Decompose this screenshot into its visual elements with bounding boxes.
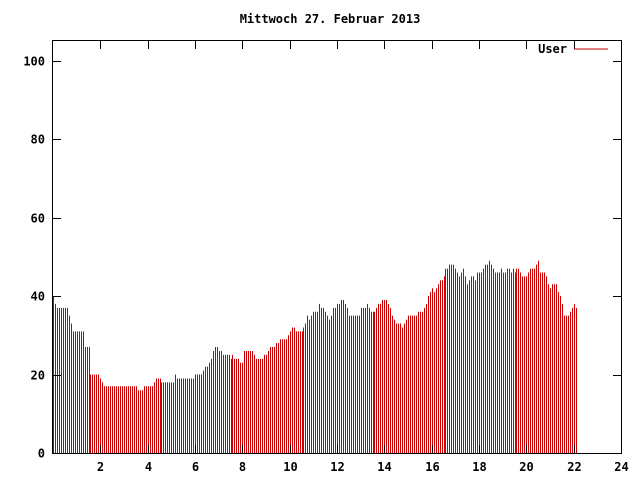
x-tick-label: 20 (519, 460, 533, 474)
x-tick-label: 10 (283, 460, 297, 474)
x-tick-label: 4 (145, 460, 152, 474)
legend-label: User (538, 42, 567, 56)
x-tick-label: 22 (567, 460, 581, 474)
y-tick-label: 60 (31, 212, 45, 226)
plot-frame (52, 40, 622, 454)
y-tick-label: 80 (31, 133, 45, 147)
x-tick-label: 14 (377, 460, 391, 474)
legend: User (538, 42, 608, 56)
y-tick-label: 100 (23, 55, 45, 69)
y-tick-label: 40 (31, 290, 45, 304)
y-axis: 0 20 40 60 80 100 (23, 55, 621, 461)
x-tick-label: 18 (472, 460, 486, 474)
bars-layer (53, 260, 577, 453)
x-axis: 2 4 6 8 10 12 14 16 18 20 22 24 (97, 41, 629, 474)
x-tick-label: 2 (97, 460, 104, 474)
x-tick-label: 8 (239, 460, 246, 474)
chart-title: Mittwoch 27. Februar 2013 (240, 12, 421, 26)
x-tick-label: 6 (192, 460, 199, 474)
x-tick-label: 16 (425, 460, 439, 474)
x-tick-label: 24 (614, 460, 628, 474)
y-tick-label: 0 (38, 447, 45, 461)
x-tick-label: 12 (330, 460, 344, 474)
y-tick-label: 20 (31, 369, 45, 383)
